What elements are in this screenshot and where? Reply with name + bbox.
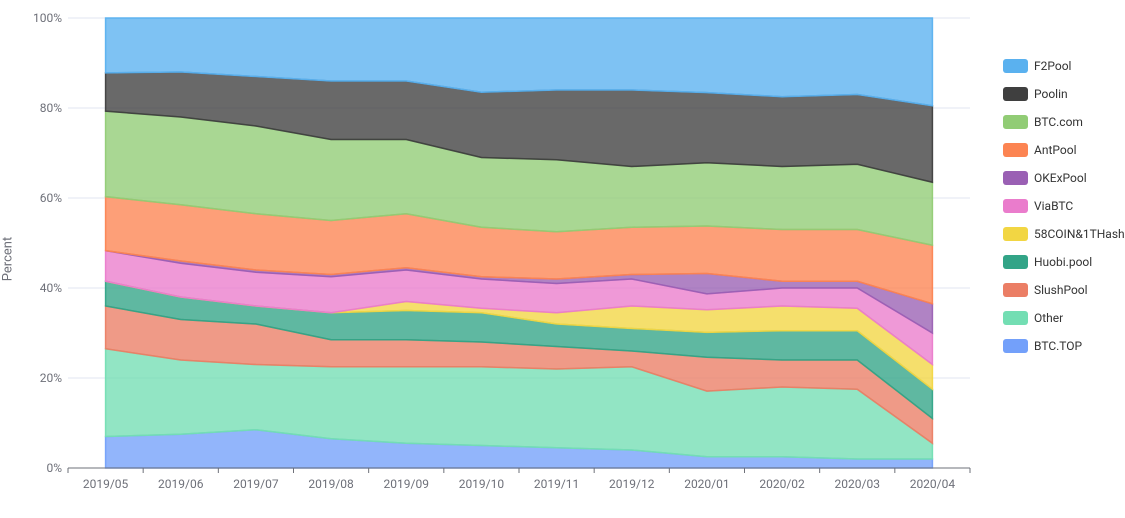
- legend-item[interactable]: Huobi.pool: [1003, 254, 1092, 270]
- legend-label: 58COIN&1THash: [1034, 227, 1125, 241]
- legend-swatch: [1003, 199, 1028, 213]
- y-tick-label: 20%: [0, 371, 62, 385]
- legend-item[interactable]: OKExPool: [1003, 170, 1087, 186]
- y-tick-label: 40%: [0, 281, 62, 295]
- legend-item[interactable]: 58COIN&1THash: [1003, 226, 1125, 242]
- legend-label: Poolin: [1034, 87, 1068, 101]
- legend-label: Other: [1034, 311, 1063, 325]
- legend-swatch: [1003, 115, 1028, 129]
- legend-item[interactable]: Other: [1003, 310, 1063, 326]
- x-tick-label: 2019/12: [609, 477, 654, 491]
- legend-swatch: [1003, 255, 1028, 269]
- x-axis-tick-labels: 2019/05 2019/06 2019/07 2019/08 2019/09 2019/…: [68, 473, 970, 497]
- legend-label: F2Pool: [1034, 59, 1071, 73]
- legend-swatch: [1003, 59, 1028, 73]
- legend-label: ViaBTC: [1034, 199, 1073, 213]
- legend-label: BTC.com: [1034, 115, 1083, 129]
- y-tick-label: 80%: [0, 101, 62, 115]
- legend-label: AntPool: [1034, 143, 1076, 157]
- legend-item[interactable]: SlushPool: [1003, 282, 1088, 298]
- legend-item[interactable]: ViaBTC: [1003, 198, 1073, 214]
- legend-item[interactable]: Poolin: [1003, 86, 1068, 102]
- legend-swatch: [1003, 171, 1028, 185]
- stacked-area-chart: [68, 18, 970, 468]
- x-tick-label: 2020/02: [759, 477, 804, 491]
- legend-item[interactable]: AntPool: [1003, 142, 1076, 158]
- legend-label: SlushPool: [1034, 283, 1088, 297]
- x-tick-label: 2020/03: [835, 477, 880, 491]
- legend-label: OKExPool: [1034, 171, 1087, 185]
- legend-label: Huobi.pool: [1034, 255, 1092, 269]
- x-tick-label: 2019/07: [233, 477, 278, 491]
- legend-swatch: [1003, 283, 1028, 297]
- x-tick-label: 2019/05: [83, 477, 128, 491]
- y-tick-label: 100%: [0, 11, 62, 25]
- legend-label: BTC.TOP: [1034, 339, 1082, 353]
- y-tick-label: 0%: [0, 461, 62, 475]
- y-axis-tick-labels: 0%20%40%60%80%100%: [0, 0, 68, 468]
- x-tick-label: 2020/04: [910, 477, 955, 491]
- legend-item[interactable]: BTC.TOP: [1003, 338, 1082, 354]
- legend-swatch: [1003, 339, 1028, 353]
- x-tick-label: 2019/08: [308, 477, 353, 491]
- x-tick-label: 2019/11: [534, 477, 579, 491]
- legend-swatch: [1003, 227, 1028, 241]
- legend-item[interactable]: BTC.com: [1003, 114, 1083, 130]
- y-tick-label: 60%: [0, 191, 62, 205]
- legend-item[interactable]: F2Pool: [1003, 58, 1071, 74]
- x-tick-label: 2019/10: [459, 477, 504, 491]
- x-tick-label: 2019/06: [158, 477, 203, 491]
- chart-container: Percent 0%20%40%60%80%100% 2019/052019/0…: [0, 0, 1125, 518]
- x-tick-label: 2019/09: [384, 477, 429, 491]
- legend-swatch: [1003, 311, 1028, 325]
- legend-swatch: [1003, 143, 1028, 157]
- x-tick-label: 2020/01: [684, 477, 729, 491]
- legend-swatch: [1003, 87, 1028, 101]
